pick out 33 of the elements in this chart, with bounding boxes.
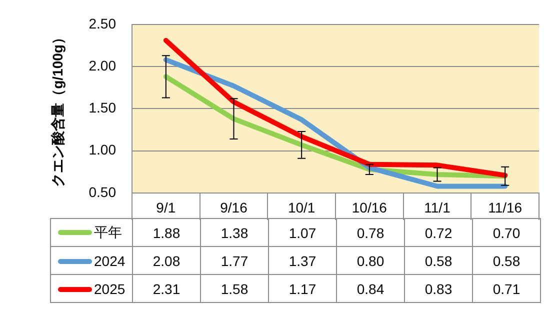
legend-label: 平年: [94, 224, 122, 240]
data-label: 0.78: [336, 218, 404, 246]
data-label: 1.37: [268, 246, 336, 274]
data-label: 0.58: [472, 246, 540, 274]
legend-label: 2024: [94, 252, 126, 268]
data-label: 0.72: [404, 218, 472, 246]
y-tick-label: 2.50: [88, 15, 116, 32]
data-label: 0.83: [404, 274, 472, 302]
y-axis-title: クエン酸含量（g/100g）: [49, 30, 66, 187]
legend-label: 2025: [94, 280, 126, 296]
x-tick-label: 11/16: [488, 199, 522, 216]
x-tick-label: 10/1: [288, 199, 316, 216]
data-label: 0.71: [472, 274, 540, 302]
data-label: 1.58: [200, 274, 268, 302]
data-label: 1.77: [200, 246, 268, 274]
data-label: 1.88: [132, 218, 200, 246]
x-tick-label: 11/1: [424, 199, 451, 216]
x-tick-label: 9/1: [156, 199, 176, 216]
y-tick-label: 1.00: [88, 142, 116, 158]
x-tick-label: 10/16: [352, 199, 388, 216]
data-label: 1.38: [200, 218, 268, 246]
data-label: 1.17: [268, 274, 336, 302]
data-label: 0.80: [336, 246, 404, 274]
data-label: 0.58: [404, 246, 472, 274]
data-label: 0.70: [472, 218, 540, 246]
y-tick-label: 1.50: [88, 100, 116, 116]
data-label: 1.07: [268, 218, 336, 246]
x-tick-label: 9/16: [220, 199, 248, 216]
y-tick-label: 0.50: [88, 184, 116, 200]
y-tick-label: 2.00: [88, 57, 116, 74]
data-label: 2.31: [132, 274, 200, 302]
data-label: 2.08: [132, 246, 200, 274]
data-label: 0.84: [336, 274, 404, 302]
